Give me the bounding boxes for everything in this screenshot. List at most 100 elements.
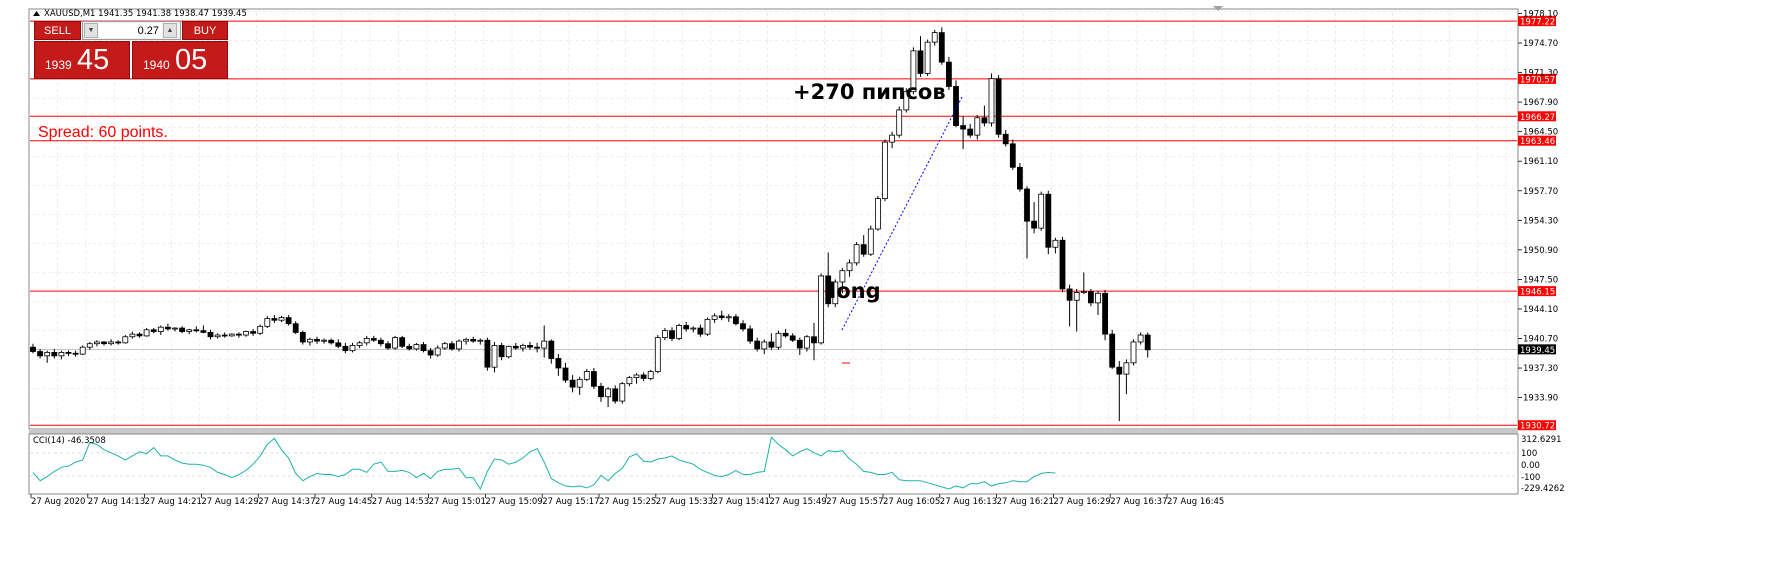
- candle-bull: [924, 41, 931, 74]
- candle-bear: [498, 345, 505, 358]
- level-price-tag-text: 1963.46: [1520, 137, 1555, 147]
- indicator-plot-area[interactable]: [28, 433, 1519, 495]
- time-axis-label: 27 Aug 14:13: [88, 497, 145, 507]
- candle-bear: [967, 128, 974, 136]
- candle-bull: [711, 315, 718, 320]
- candle-bull: [662, 330, 668, 339]
- candle-bull: [243, 331, 249, 336]
- candle-bear: [72, 352, 79, 355]
- pane-separator[interactable]: [29, 429, 1518, 434]
- candle-bear: [150, 329, 157, 332]
- candle-bull: [356, 342, 363, 346]
- candle-bull: [775, 332, 782, 348]
- candle-bull: [44, 351, 51, 357]
- candle-bull: [321, 339, 328, 342]
- price-scale-label: 1944.10: [1523, 305, 1558, 315]
- buy-button[interactable]: BUY: [182, 21, 228, 40]
- candle-bear: [385, 343, 391, 349]
- price-scale-label: 1971.30: [1523, 69, 1558, 79]
- candle-bear: [733, 316, 739, 325]
- candle-bear: [30, 346, 36, 352]
- candle-bear: [555, 358, 562, 369]
- candle-bull: [1130, 341, 1137, 364]
- candle-bull: [1095, 292, 1101, 304]
- time-axis-label: 27 Aug 15:01: [429, 497, 486, 507]
- main-grid: [30, 10, 1517, 428]
- time-axis-label: 27 Aug 15:33: [656, 497, 713, 507]
- candle-bull: [903, 91, 910, 111]
- candle-bull: [491, 345, 498, 368]
- candle-bear: [1102, 292, 1108, 335]
- candle-bear: [221, 334, 228, 337]
- candle-bear: [860, 244, 867, 255]
- candle-bear: [164, 326, 171, 330]
- candle-bull: [647, 371, 654, 379]
- current-price-tag: [1518, 344, 1556, 355]
- candle-bear: [1017, 166, 1023, 190]
- symbol-info-line: XAUUSD,M1 1941.35 1941.38 1938.47 1939.4…: [44, 9, 247, 19]
- candle-bear: [314, 338, 320, 342]
- candle-bull: [228, 333, 235, 337]
- candle-bear: [591, 371, 597, 387]
- candle-bull: [725, 316, 732, 319]
- level-price-tag-text: 1930.72: [1520, 422, 1555, 432]
- candle-bull: [804, 336, 810, 349]
- long-annotation: long: [829, 279, 881, 303]
- cci-line: [32, 436, 1056, 491]
- candle-bear: [65, 351, 72, 354]
- candle-bull: [477, 339, 484, 342]
- candle-bear: [789, 335, 796, 341]
- candle-bull: [1137, 334, 1144, 343]
- candle-bull: [896, 109, 903, 136]
- candle-bear: [569, 379, 576, 388]
- lot-size-input[interactable]: [99, 23, 162, 38]
- candle-bull: [633, 374, 640, 378]
- candle-bull: [86, 343, 93, 348]
- candle-bear: [796, 339, 803, 349]
- chart-shift-marker-icon[interactable]: [1213, 6, 1223, 11]
- candle-bear: [811, 336, 817, 344]
- candle-bear: [470, 338, 477, 342]
- sell-price-large: 45: [77, 44, 110, 76]
- candle-bear: [406, 345, 413, 350]
- candle-bear: [207, 332, 214, 338]
- sell-price-button[interactable]: 1939 45: [34, 41, 130, 79]
- candle-bear: [946, 61, 952, 87]
- candle-bear: [250, 331, 257, 334]
- collapse-arrow-icon[interactable]: [33, 11, 40, 16]
- lot-increase-icon[interactable]: ▲: [163, 23, 177, 38]
- time-axis-label: 27 Aug 14:21: [145, 497, 202, 507]
- candlestick-series: [30, 27, 1151, 422]
- candle-bull: [853, 244, 860, 264]
- candle-bull: [79, 346, 86, 355]
- candle-bull: [1123, 362, 1130, 375]
- candle-bull: [619, 383, 626, 402]
- time-axis-label: 27 Aug 16:13: [940, 497, 997, 507]
- candle-bear: [995, 78, 1002, 135]
- candle-bull: [583, 371, 590, 380]
- candle-bear: [271, 318, 278, 321]
- lot-decrease-icon[interactable]: ▼: [84, 23, 98, 38]
- candle-bull: [108, 341, 114, 345]
- candle-bear: [612, 388, 619, 402]
- level-price-tag: [1518, 16, 1556, 27]
- level-price-tag: [1518, 111, 1556, 122]
- candle-bull: [931, 32, 938, 43]
- candle-bear: [1024, 188, 1030, 222]
- time-axis-label: 27 Aug 14:37: [258, 497, 315, 507]
- sell-button[interactable]: SELL: [34, 21, 81, 40]
- candle-bull: [143, 329, 150, 337]
- candle-bull: [676, 325, 682, 339]
- buy-price-button[interactable]: 1940 05: [132, 41, 228, 79]
- candle-bull: [846, 262, 853, 272]
- candle-bear: [136, 333, 143, 337]
- candle-bull: [520, 345, 526, 349]
- level-price-tag-text: 1970.57: [1520, 75, 1555, 85]
- candle-bear: [335, 342, 342, 347]
- candle-bull: [1052, 239, 1059, 248]
- candle-bear: [292, 323, 299, 333]
- candle-bear: [1002, 133, 1009, 145]
- candle-bull: [818, 275, 824, 344]
- candle-bull: [278, 317, 285, 321]
- candle-bear: [669, 330, 675, 339]
